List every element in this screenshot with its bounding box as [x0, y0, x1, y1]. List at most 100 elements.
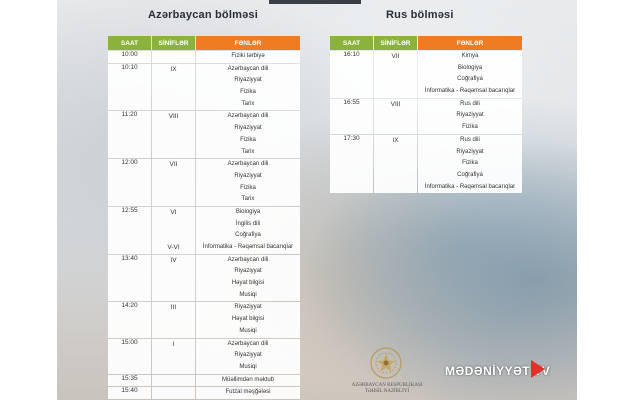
- subject-label: Coğrafiya: [457, 171, 483, 178]
- subject-label: Həyat bilgisi: [231, 316, 265, 323]
- subjects-cell: Rus dili Riyaziyyat Fizika: [418, 98, 522, 134]
- ministry-emblem-icon: [370, 347, 402, 379]
- subject-label: Azərbaycan dili: [227, 113, 269, 120]
- grade-label: VIII: [168, 113, 179, 121]
- subject-label: Fizika: [462, 160, 478, 167]
- grade-cell: VIII: [152, 111, 195, 159]
- subject-label: Azərbaycan dili: [227, 65, 269, 72]
- subject-label: Riyaziyyat: [234, 268, 262, 275]
- header-subjects: FƏNLƏR: [418, 36, 522, 50]
- table-row: 16:10 VII Kimya Biologiya Coğrafiya İnformati…: [330, 51, 522, 98]
- subject-label: Coğrafiya: [457, 76, 483, 83]
- subjects-cell: Biologiya İngilis dili Coğrafiya İnformatik…: [196, 206, 300, 254]
- subjects-cell: Rus dili Riyaziyyat Fizika Coğrafiya İnforma…: [418, 134, 522, 194]
- grade-cell: IX: [152, 63, 195, 111]
- header-time: SAAT: [330, 36, 373, 50]
- az-schedule-table: SAAT SİNİFLƏR FƏNLƏR 10:00 Fiziki tərbiyə…: [107, 35, 301, 400]
- subject-label: Biologiya: [457, 64, 483, 71]
- subjects-cell: Futzal məşğələsi: [196, 387, 300, 399]
- subject-label: Riyaziyyat: [456, 148, 484, 155]
- subject-label: Fizika: [240, 184, 256, 191]
- header-grades: SİNİFLƏR: [374, 36, 417, 50]
- table-row: 17:30 IX Rus dili Riyaziyyat Fizika Coğrafiya…: [330, 134, 522, 194]
- subjects-cell: Azərbaycan dili Riyaziyyat Musiqi: [196, 338, 300, 374]
- grade-cell: [152, 374, 195, 387]
- table-row: 10:10 IX Azərbaycan dili Riyaziyyat Fizika Ta…: [108, 63, 300, 111]
- grade-label: V-VI: [167, 244, 180, 251]
- subject-label: Biologiya: [235, 208, 261, 215]
- header-subjects: FƏNLƏR: [196, 36, 300, 50]
- subject-label: Fizika: [240, 136, 256, 143]
- grade-cell: VIII: [374, 98, 417, 134]
- subject-label: Riyaziyyat: [456, 112, 484, 119]
- time-cell: 16:55: [330, 98, 373, 134]
- grade-label: III: [170, 304, 177, 312]
- grade-label: VII: [391, 53, 400, 60]
- grade-cell: VII: [374, 51, 417, 98]
- subjects-cell: Azərbaycan dili Riyaziyyat Fizika Tarix: [196, 111, 300, 159]
- subject-label: Tarix: [241, 100, 255, 107]
- grade-label: VIII: [390, 100, 401, 108]
- subject-label: Musiqi: [239, 327, 257, 334]
- subjects-cell: Kimya Biologiya Coğrafiya İnformatika - Rəq…: [418, 51, 522, 98]
- table-row: 12:55 VI V-VI Biologiya İngilis dili Coğrafiy…: [108, 206, 300, 254]
- table-row: 14:20 III Riyaziyyat Həyat bilgisi Musiqi: [108, 302, 300, 338]
- table-row: 12:00 VII Azərbaycan dili Riyaziyyat Fizika T…: [108, 159, 300, 206]
- grade-cell: [152, 387, 195, 399]
- subject-label: Fizika: [462, 124, 478, 131]
- grade-label: [152, 230, 195, 242]
- subjects-cell: Azərbaycan dili Riyaziyyat Fizika Tarix: [196, 159, 300, 206]
- ministry-caption: AZƏRBAYCAN RESPUBLİKASI TƏHSİL NAZİRLİYİ: [327, 383, 447, 395]
- subject-label: Azərbaycan dili: [227, 256, 269, 263]
- grade-label: VII: [169, 161, 178, 169]
- subject-label: Riyaziyyat: [234, 304, 262, 311]
- time-cell: 15:35: [108, 374, 151, 387]
- subject-label: Riyaziyyat: [234, 77, 262, 84]
- subject-label: Musiqi: [239, 291, 257, 298]
- grade-cell: III: [152, 302, 195, 338]
- time-cell: 12:55: [108, 206, 151, 254]
- subjects-cell: Riyaziyyat Həyat bilgisi Musiqi: [196, 302, 300, 338]
- subject-label: Musiqi: [239, 363, 257, 370]
- subjects-cell: Azərbaycan dili Riyaziyyat Fizika Tarix: [196, 63, 300, 111]
- grade-label: IV: [170, 256, 177, 264]
- grade-label: IX: [392, 136, 399, 144]
- grade-label: [152, 219, 195, 231]
- subject-label: Tarix: [241, 196, 255, 203]
- header-time: SAAT: [108, 36, 151, 50]
- subject-label: Coğrafiya: [235, 232, 261, 239]
- grade-cell: IV: [152, 254, 195, 302]
- table-row: 15:40 Futzal məşğələsi: [108, 387, 300, 399]
- subject-label: Müəllimdən məktub: [221, 376, 275, 383]
- time-cell: 11:20: [108, 111, 151, 159]
- time-cell: 14:20: [108, 302, 151, 338]
- grade-label: I: [172, 340, 175, 348]
- subject-label: İnformatika - Rəqəmsal bacarıqlar: [424, 88, 516, 95]
- time-cell: 16:10: [330, 51, 373, 98]
- time-cell: 17:30: [330, 134, 373, 194]
- header-grades: SİNİFLƏR: [152, 36, 195, 50]
- time-cell: 10:10: [108, 63, 151, 111]
- tv-logo-text: MƏDƏNİYYƏT TV: [445, 364, 551, 378]
- time-cell: 10:00: [108, 51, 151, 63]
- subject-label: Həyat bilgisi: [231, 280, 265, 287]
- time-cell: 13:40: [108, 254, 151, 302]
- subjects-cell: Azərbaycan dili Riyaziyyat Həyat bilgisi Mu…: [196, 254, 300, 302]
- subject-label: İnformatika - Rəqəmsal bacarıqlar: [424, 183, 516, 190]
- subject-label: Riyaziyyat: [234, 352, 262, 359]
- grade-cell: VII: [152, 159, 195, 206]
- subject-label: İnformatika - Rəqəmsal bacarıqlar: [202, 244, 294, 250]
- subject-label: Rus dili: [460, 136, 480, 143]
- subject-label: Azərbaycan dili: [227, 340, 269, 347]
- subjects-cell: Müəllimdən məktub: [196, 374, 300, 387]
- top-bar: [269, 0, 361, 4]
- play-triangle-icon: [531, 360, 545, 378]
- time-cell: 15:40: [108, 387, 151, 399]
- subject-label: İngilis dili: [235, 220, 261, 227]
- grade-cell: IX: [374, 134, 417, 194]
- table-row: 11:20 VIII Azərbaycan dili Riyaziyyat Fizika…: [108, 111, 300, 159]
- table-row: 15:00 I Azərbaycan dili Riyaziyyat Musiqi: [108, 338, 300, 374]
- time-cell: 12:00: [108, 159, 151, 206]
- subject-label: Rus dili: [460, 100, 480, 107]
- table-row: 13:40 IV Azərbaycan dili Riyaziyyat Həyat bi…: [108, 254, 300, 302]
